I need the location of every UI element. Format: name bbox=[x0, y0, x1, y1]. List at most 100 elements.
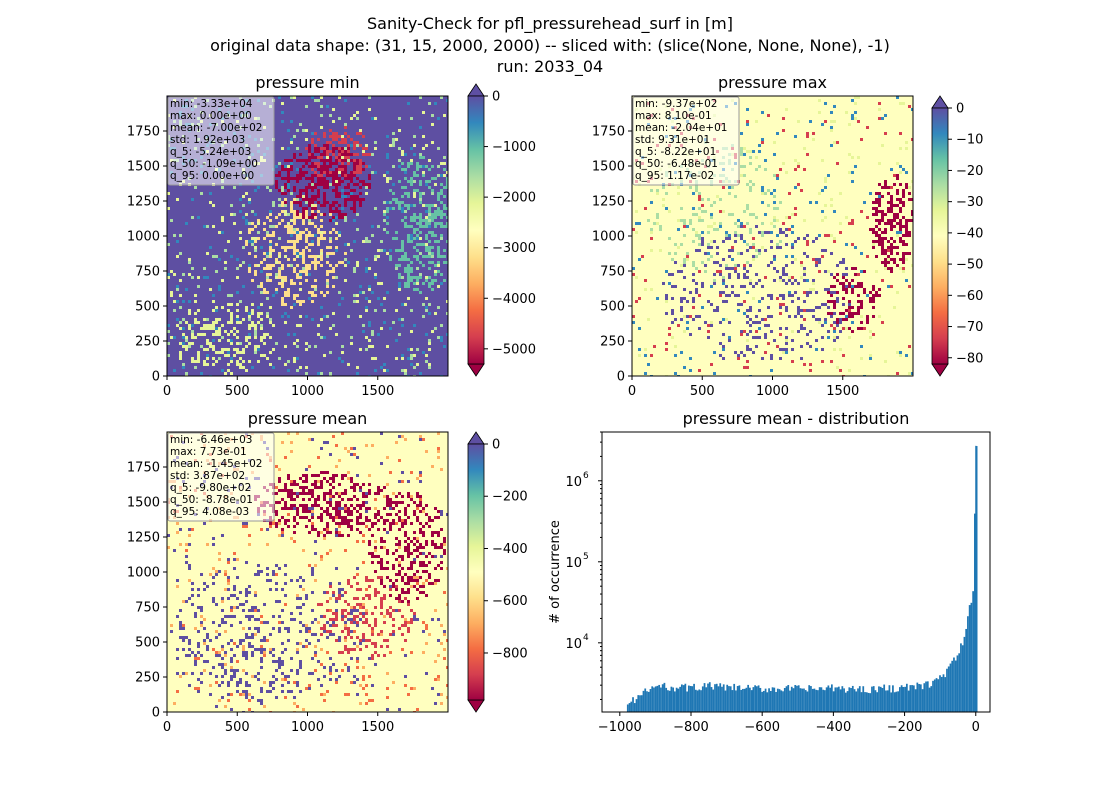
y-tick-exponent: 6 bbox=[583, 471, 589, 481]
heatmap-cell bbox=[197, 357, 200, 360]
heatmap-cell bbox=[305, 138, 308, 141]
heatmap-cell bbox=[299, 666, 302, 669]
heatmap-cell bbox=[281, 297, 284, 300]
heatmap-cell bbox=[254, 273, 257, 276]
heatmap-cell bbox=[440, 210, 443, 213]
heatmap-cell bbox=[221, 324, 224, 327]
heatmap-cell bbox=[386, 171, 389, 174]
heatmap-cell bbox=[239, 231, 242, 234]
heatmap-cell bbox=[419, 591, 422, 594]
heatmap-cell bbox=[281, 120, 284, 123]
heatmap-cell bbox=[341, 141, 344, 144]
heatmap-cell bbox=[287, 159, 290, 162]
heatmap-cell bbox=[416, 174, 419, 177]
heatmap-cell bbox=[755, 273, 758, 276]
heatmap-cell bbox=[683, 330, 686, 333]
heatmap-cell bbox=[419, 231, 422, 234]
heatmap-cell bbox=[416, 546, 419, 549]
heatmap-cell bbox=[326, 156, 329, 159]
heatmap-cell bbox=[437, 222, 440, 225]
heatmap-cell bbox=[332, 474, 335, 477]
heatmap-cell bbox=[299, 621, 302, 624]
heatmap-cell bbox=[773, 153, 776, 156]
heatmap-cell bbox=[821, 360, 824, 363]
heatmap-cell bbox=[233, 672, 236, 675]
heatmap-cell bbox=[398, 147, 401, 150]
heatmap-cell bbox=[335, 156, 338, 159]
heatmap-cell bbox=[356, 261, 359, 264]
heatmap-cell bbox=[740, 234, 743, 237]
heatmap-cell bbox=[332, 177, 335, 180]
heatmap-cell bbox=[392, 564, 395, 567]
heatmap-cell bbox=[368, 321, 371, 324]
heatmap-cell bbox=[689, 291, 692, 294]
heatmap-cell bbox=[266, 579, 269, 582]
heatmap-cell bbox=[410, 237, 413, 240]
heatmap-cell bbox=[821, 348, 824, 351]
heatmap-cell bbox=[803, 318, 806, 321]
heatmap-cell bbox=[419, 213, 422, 216]
heatmap-cell bbox=[386, 612, 389, 615]
heatmap-cell bbox=[440, 546, 443, 549]
stats-line: mean: -1.45e+02 bbox=[170, 458, 262, 470]
heatmap-cell bbox=[305, 186, 308, 189]
heatmap-cell bbox=[248, 609, 251, 612]
heatmap-cell bbox=[821, 324, 824, 327]
heatmap-cell bbox=[341, 594, 344, 597]
heatmap-cell bbox=[287, 360, 290, 363]
heatmap-cell bbox=[386, 696, 389, 699]
heatmap-cell bbox=[344, 609, 347, 612]
heatmap-cell bbox=[224, 663, 227, 666]
heatmap-cell bbox=[437, 456, 440, 459]
heatmap-cell bbox=[401, 354, 404, 357]
heatmap-cell bbox=[227, 699, 230, 702]
histogram-bar bbox=[780, 690, 783, 712]
heatmap-cell bbox=[437, 564, 440, 567]
heatmap-cell bbox=[440, 693, 443, 696]
heatmap-cell bbox=[332, 171, 335, 174]
heatmap-cell bbox=[428, 525, 431, 528]
heatmap-cell bbox=[224, 621, 227, 624]
heatmap-cell bbox=[722, 291, 725, 294]
heatmap-cell bbox=[365, 594, 368, 597]
histogram-bar bbox=[700, 690, 702, 712]
heatmap-cell bbox=[239, 210, 242, 213]
heatmap-cell bbox=[272, 654, 275, 657]
heatmap-cell bbox=[410, 495, 413, 498]
heatmap-cell bbox=[215, 255, 218, 258]
x-tick-label: 500 bbox=[225, 720, 250, 735]
heatmap-cell bbox=[404, 270, 407, 273]
heatmap-cell bbox=[179, 279, 182, 282]
heatmap-cell bbox=[278, 501, 281, 504]
heatmap-cell bbox=[311, 96, 314, 99]
colorbar-tick-label: −1000 bbox=[492, 140, 536, 155]
histogram-bar bbox=[843, 688, 845, 712]
heatmap-cell bbox=[335, 207, 338, 210]
heatmap-cell bbox=[239, 357, 242, 360]
heatmap-cell bbox=[650, 249, 653, 252]
heatmap-cell bbox=[722, 279, 725, 282]
heatmap-cell bbox=[428, 633, 431, 636]
heatmap-cell bbox=[824, 204, 827, 207]
heatmap-cell bbox=[287, 240, 290, 243]
heatmap-cell bbox=[227, 576, 230, 579]
heatmap-cell bbox=[266, 231, 269, 234]
heatmap-cell bbox=[356, 582, 359, 585]
x-tick-label: −400 bbox=[816, 720, 852, 735]
heatmap-cell bbox=[401, 240, 404, 243]
heatmap-cell bbox=[281, 204, 284, 207]
heatmap-cell bbox=[686, 327, 689, 330]
heatmap-cell bbox=[680, 306, 683, 309]
heatmap-cell bbox=[254, 189, 257, 192]
heatmap-cell bbox=[644, 372, 647, 375]
heatmap-cell bbox=[260, 621, 263, 624]
heatmap-cell bbox=[341, 174, 344, 177]
heatmap-cell bbox=[359, 204, 362, 207]
heatmap-cell bbox=[374, 588, 377, 591]
heatmap-cell bbox=[785, 255, 788, 258]
heatmap-cell bbox=[842, 303, 845, 306]
heatmap-cell bbox=[356, 483, 359, 486]
histogram-bar bbox=[782, 691, 784, 712]
heatmap-cell bbox=[344, 474, 347, 477]
heatmap-cell bbox=[287, 189, 290, 192]
